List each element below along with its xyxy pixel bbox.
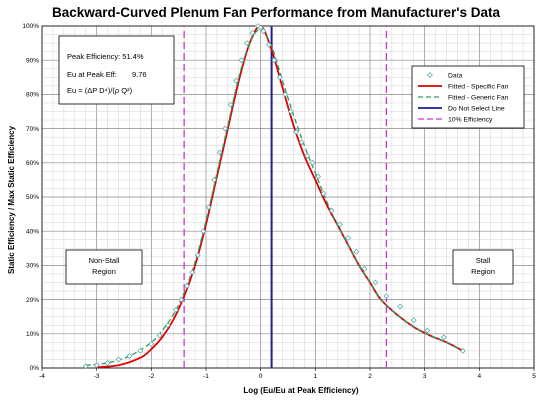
data-point <box>345 235 352 241</box>
x-tick-label: 2 <box>368 373 372 380</box>
legend-label: Fitted - Specific Fan <box>448 83 509 90</box>
eu-at-peak-value: 9.76 <box>132 70 147 79</box>
plot-frame <box>41 25 535 369</box>
x-tick-label: 1 <box>314 373 318 380</box>
data-point <box>137 348 144 354</box>
legend-label: 10% Efficiency <box>448 116 493 123</box>
data-point <box>304 153 311 159</box>
data-point <box>104 359 111 366</box>
data-point <box>233 77 239 84</box>
data-point <box>460 348 466 354</box>
data-point <box>353 248 360 255</box>
data-point <box>293 129 300 135</box>
data-point <box>282 91 289 98</box>
data-point <box>126 353 133 359</box>
y-tick-label: 50% <box>26 194 39 201</box>
x-tick-label: -3 <box>94 373 100 380</box>
data-point <box>244 40 250 46</box>
data-point <box>315 173 321 180</box>
stall-label-1: Stall <box>476 256 491 265</box>
x-tick-label: 3 <box>423 373 427 380</box>
data-point <box>383 293 390 300</box>
y-tick-label: 80% <box>26 92 39 99</box>
data-point <box>173 306 179 313</box>
data-point <box>260 28 267 35</box>
data-point <box>227 101 234 108</box>
data-point <box>271 57 278 64</box>
x-tick-label: 4 <box>478 373 482 380</box>
data-point <box>440 334 447 341</box>
y-tick-label: 20% <box>26 297 39 304</box>
data-point <box>194 252 201 259</box>
stall-box: Stall Region <box>452 249 514 285</box>
data-point <box>328 207 335 214</box>
x-tick-label: 0 <box>259 373 263 380</box>
data-point <box>93 362 100 369</box>
data-point <box>424 327 431 334</box>
data-point <box>222 125 229 132</box>
x-tick-label: -2 <box>148 373 154 380</box>
non-stall-box: Non-Stall Region <box>65 249 143 285</box>
data-point <box>276 74 283 81</box>
data-point <box>238 57 245 64</box>
data-point <box>156 332 163 339</box>
x-tick-label: -4 <box>39 373 45 380</box>
data-point <box>82 363 89 370</box>
x-tick-label: -1 <box>203 373 209 380</box>
fitted-generic-fan-line <box>85 28 464 366</box>
legend-marker-data <box>427 72 433 78</box>
x-tick-label: 5 <box>532 373 536 380</box>
data-point <box>397 303 403 310</box>
data-point <box>148 341 155 347</box>
y-axis-label: Static Efficiency / Max Static Efficienc… <box>7 125 16 274</box>
non-stall-label-1: Non-Stall <box>89 256 120 265</box>
peak-info-box: Peak Efficiency: 51.4% Eu at Peak Eff: 9… <box>58 35 175 105</box>
non-stall-label-2: Region <box>92 267 116 276</box>
legend-label: Do Not Select Line <box>448 105 505 112</box>
y-tick-label: 70% <box>26 126 39 133</box>
data-point <box>211 177 218 183</box>
data-point <box>183 283 190 289</box>
x-axis-label: Log (Eu/Eu at Peak Efficiency) <box>243 386 358 395</box>
data-point <box>337 221 343 228</box>
chart-title: Backward-Curved Plenum Fan Performance f… <box>52 5 501 20</box>
y-tick-label: 60% <box>26 160 39 167</box>
y-tick-label: 0% <box>30 365 40 372</box>
data-point <box>249 29 256 36</box>
data-point <box>361 265 368 272</box>
legend: Data Fitted - Specific Fan Fitted - Generi… <box>411 65 525 129</box>
data-point <box>189 269 196 276</box>
y-tick-label: 10% <box>26 331 39 338</box>
legend-label: Fitted - Generic Fan <box>448 94 509 101</box>
data-point <box>320 190 327 197</box>
eu-at-peak-text: Eu at Peak Eff: <box>67 70 117 79</box>
data-point <box>309 159 316 166</box>
y-tick-label: 90% <box>26 57 39 64</box>
data-point <box>287 108 294 115</box>
data-point <box>164 322 171 329</box>
legend-label: Data <box>448 72 463 79</box>
data-point <box>265 41 272 48</box>
data-point <box>372 279 379 286</box>
y-tick-label: 30% <box>26 263 39 270</box>
y-tick-label: 40% <box>26 228 39 235</box>
stall-label-2: Region <box>471 267 495 276</box>
non-stall-frame <box>65 249 143 285</box>
peak-efficiency-text: Peak Efficiency: 51.4% <box>67 52 144 61</box>
data-point <box>216 149 223 156</box>
data-point <box>298 139 305 146</box>
peak-info-frame <box>58 35 175 105</box>
data-point <box>115 356 122 363</box>
data-point <box>257 24 264 31</box>
data-point <box>205 204 212 211</box>
data-point <box>410 317 417 324</box>
eu-formula-text: Eu = (ΔP D⁴)/(ρ Q²) <box>67 86 133 95</box>
stall-frame <box>452 249 514 285</box>
data-point <box>200 228 207 235</box>
data-point <box>178 296 185 303</box>
y-tick-label: 100% <box>22 23 39 30</box>
